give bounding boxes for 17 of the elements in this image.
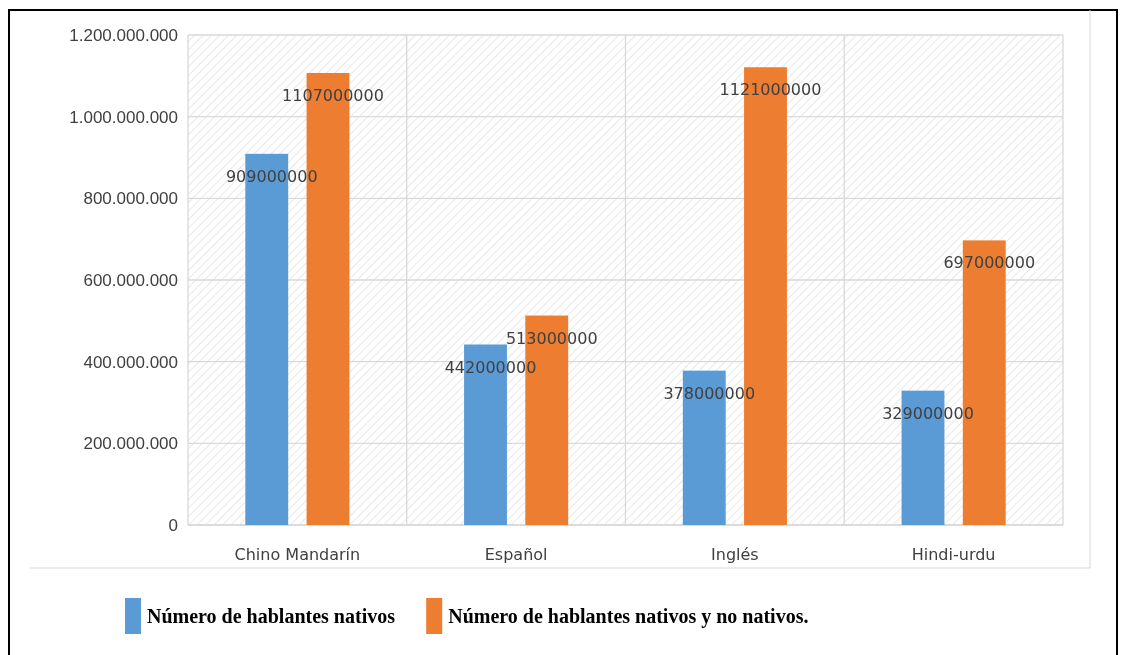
data-label: 442000000 — [444, 357, 537, 377]
y-tick-label: 1.200.000.000 — [69, 26, 178, 45]
data-label: 909000000 — [225, 166, 318, 186]
x-tick-label: Hindi-urdu — [911, 545, 996, 564]
y-tick-label: 400.000.000 — [83, 352, 178, 372]
legend-label: Número de hablantes nativos y no nativos. — [448, 605, 809, 628]
y-tick-label: 800.000.000 — [83, 189, 178, 209]
x-tick-label: Inglés — [711, 545, 759, 564]
x-tick-label: Español — [484, 545, 548, 564]
y-tick-label: 200.000.000 — [83, 434, 178, 454]
data-label: 378000000 — [663, 383, 756, 403]
y-tick-label: 600.000.000 — [83, 271, 178, 290]
x-tick-label: Chino Mandarín — [234, 545, 361, 564]
data-label: 329000000 — [882, 403, 974, 423]
y-tick-label: 0 — [168, 516, 178, 535]
legend-label: Número de hablantes nativos — [147, 605, 396, 627]
y-tick-label: 1.000.000.000 — [69, 107, 178, 127]
